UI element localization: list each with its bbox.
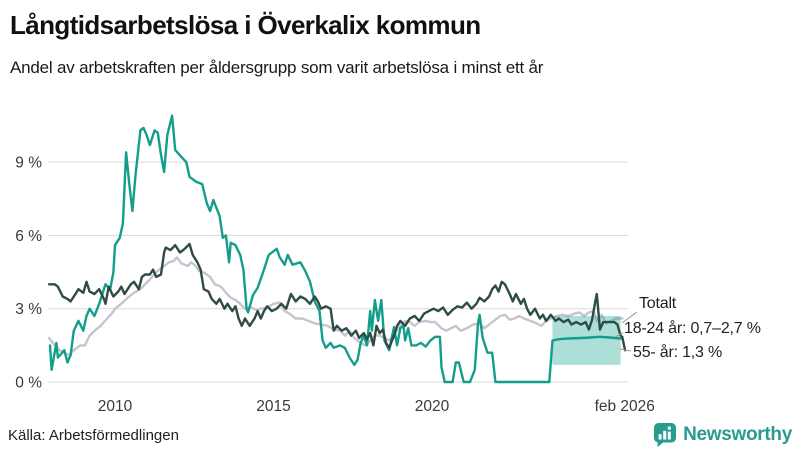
annotation-leader-lines [614,311,638,352]
series-line-totalt [47,256,624,357]
brand-name: Newsworthy [683,424,792,445]
leader-line-totalt [621,311,638,324]
series-lines [47,114,627,384]
x-tick-label: 2020 [415,398,450,415]
x-tick-label: feb 2026 [595,398,655,415]
y-tick-label: 0 % [15,375,42,392]
line-chart: 0 % 3 % 6 % 9 % 2010 2015 2020 feb 2026 [15,114,655,415]
source-note: Källa: Arbetsförmedlingen [8,427,179,444]
series-line-55 [47,242,627,352]
series-label-totalt: Totalt [639,295,677,312]
series-label-18-24: 18-24 år: 0,7–2,7 % [624,320,761,337]
y-tick-label: 3 % [15,301,42,318]
y-tick-label: 6 % [15,228,42,245]
bar-chart-speech-bubble-icon [654,423,677,447]
x-tick-label: 2015 [256,398,290,415]
series-line-18-24 [48,114,622,384]
axis-labels: 0 % 3 % 6 % 9 % 2010 2015 2020 feb 2026 [15,155,655,415]
newsworthy-logo[interactable]: Newsworthy [653,422,792,448]
page-subtitle: Andel av arbetskraften per åldersgrupp s… [10,58,544,77]
y-tick-label: 9 % [15,155,42,172]
series-label-55: 55- år: 1,3 % [633,344,723,361]
page-title: Långtidsarbetslösa i Överkalix kommun [10,10,481,40]
leader-line-18-24 [614,332,624,338]
x-tick-label: 2010 [98,398,133,415]
leader-line-55 [619,348,632,352]
gridlines [48,161,628,383]
